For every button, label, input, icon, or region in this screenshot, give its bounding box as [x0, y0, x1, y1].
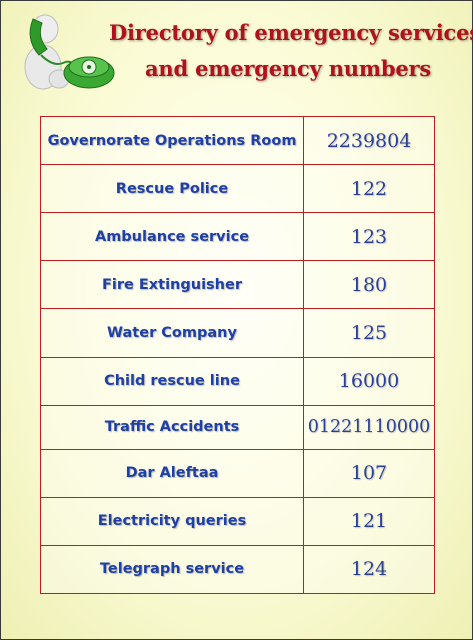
page-title: Directory of emergency services and emer…: [109, 15, 473, 87]
service-number: 123: [303, 212, 435, 262]
table-row: Dar Aleftaa 107: [40, 448, 435, 498]
table-row: Rescue Police 122: [40, 164, 435, 214]
table-row: Ambulance service 123: [40, 212, 435, 262]
service-number: 121: [303, 496, 435, 546]
service-name: Dar Aleftaa: [40, 448, 304, 498]
table-row: Child rescue line 16000: [40, 356, 435, 406]
service-number: 124: [303, 544, 435, 595]
service-number: 180: [303, 260, 435, 310]
service-number: 107: [303, 448, 435, 498]
title-line-2: and emergency numbers: [145, 56, 431, 81]
service-name: Child rescue line: [40, 356, 304, 406]
service-name: Fire Extinguisher: [40, 260, 304, 310]
title-line-1: Directory of emergency services: [109, 20, 473, 45]
service-number: 122: [303, 164, 435, 214]
telephone-person-icon: [24, 14, 115, 90]
service-name: Traffic Accidents: [40, 404, 304, 450]
table-row: Electricity queries 121: [40, 496, 435, 546]
service-name: Governorate Operations Room: [40, 115, 304, 166]
service-number: 16000: [303, 356, 435, 406]
table-row: Fire Extinguisher 180: [40, 260, 435, 310]
service-name: Ambulance service: [40, 212, 304, 262]
service-name: Electricity queries: [40, 496, 304, 546]
service-number: 125: [303, 308, 435, 358]
service-number: 2239804: [303, 115, 435, 166]
table-row: Telegraph service 124: [40, 544, 435, 595]
service-name: Water Company: [40, 308, 304, 358]
service-name: Telegraph service: [40, 544, 304, 595]
service-name: Rescue Police: [40, 164, 304, 214]
table-row: Governorate Operations Room 2239804: [40, 115, 435, 166]
table-row: Traffic Accidents 01221110000: [40, 404, 435, 450]
emergency-directory-table: Governorate Operations Room 2239804 Resc…: [40, 115, 435, 595]
table-row: Water Company 125: [40, 308, 435, 358]
service-number: 01221110000: [303, 404, 435, 450]
